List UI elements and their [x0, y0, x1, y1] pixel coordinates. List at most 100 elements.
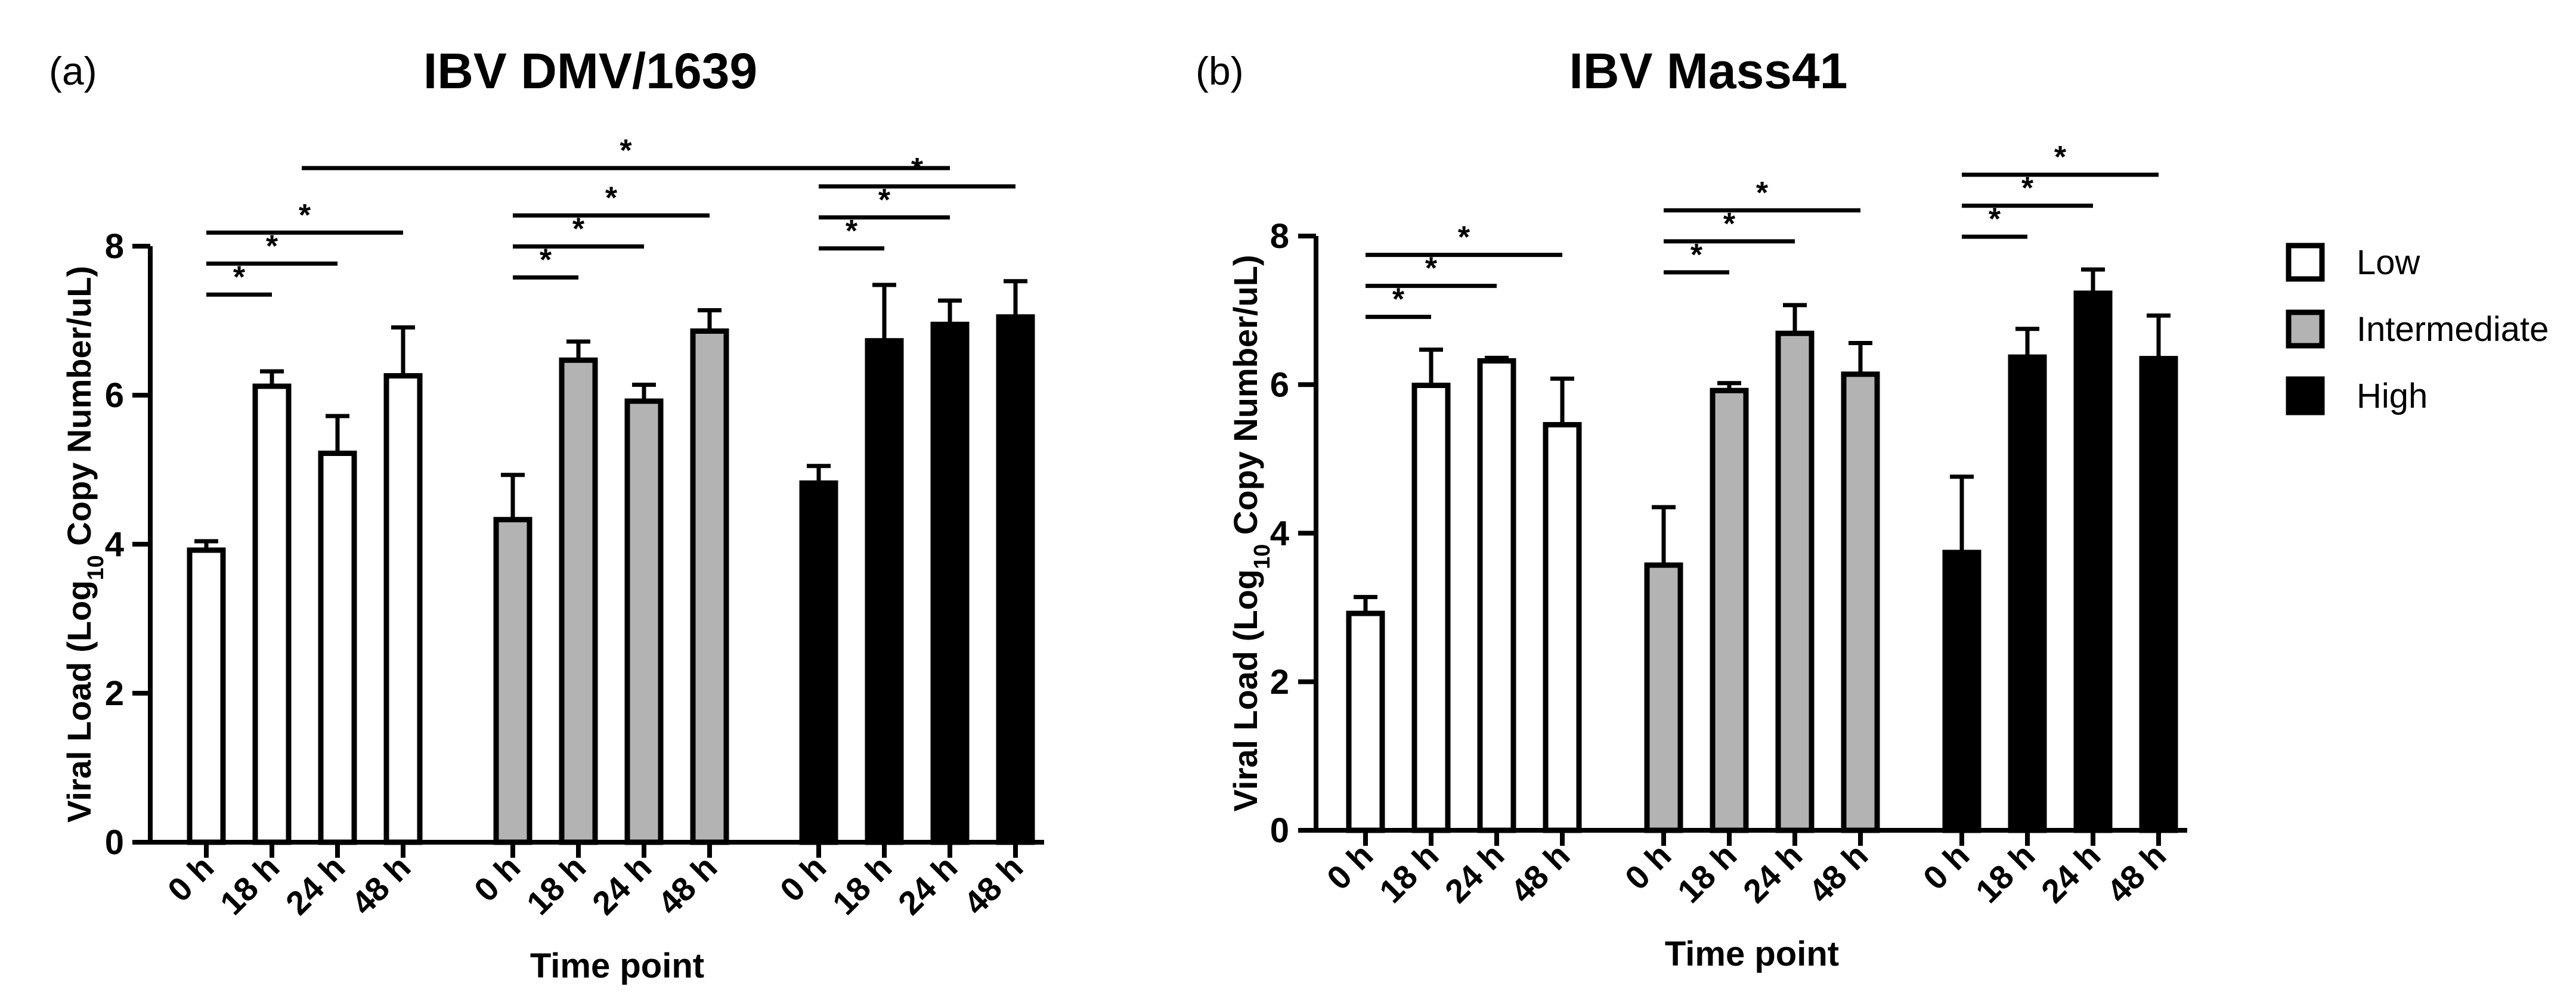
x-tick-label: 0 h [1916, 836, 1977, 897]
y-axis-title-part: 10 [83, 555, 109, 580]
significance-star: * [1458, 221, 1470, 255]
y-axis-title-part: Viral Load (Log [1227, 569, 1264, 812]
significance-star: * [572, 212, 585, 247]
bar [383, 373, 423, 845]
panel-label: (b) [1196, 49, 1244, 93]
y-tick-label: 0 [1270, 811, 1289, 850]
significance-star: * [878, 183, 891, 218]
chart-title: IBV DMV/1639 [423, 43, 757, 99]
significance-star: * [846, 214, 858, 249]
x-tick-label: 18 h [1670, 836, 1744, 910]
bar [493, 517, 532, 845]
bar [2073, 290, 2113, 833]
legend-swatch [2286, 243, 2325, 282]
bar [930, 321, 970, 845]
bar [559, 357, 598, 845]
y-axis-title-part: Copy Number/uL) [1227, 255, 1264, 544]
y-tick-label: 4 [1270, 514, 1289, 553]
y-tick-label: 6 [105, 376, 124, 415]
significance-star: * [540, 243, 552, 278]
significance-star: * [1690, 238, 1703, 272]
bar [799, 480, 838, 845]
y-tick-label: 8 [1270, 217, 1289, 256]
x-tick-label: 24 h [585, 848, 659, 922]
bar [1543, 422, 1582, 833]
y-tick-label: 6 [1270, 365, 1289, 404]
panel-label: (a) [49, 49, 97, 93]
y-tick-label: 0 [105, 823, 124, 862]
y-tick-label: 2 [1270, 663, 1289, 702]
significance-star: * [605, 181, 618, 216]
x-tick-label: 48 h [1503, 836, 1577, 910]
bar [187, 547, 226, 845]
bar [252, 383, 292, 845]
bar [2008, 354, 2047, 833]
y-tick-label: 2 [105, 674, 124, 713]
x-tick-label: 18 h [519, 848, 593, 922]
significance-star: * [233, 260, 246, 294]
x-tick-label: 18 h [1372, 836, 1446, 910]
significance-star: * [1392, 283, 1405, 317]
x-tick-label: 0 h [467, 848, 528, 909]
bar [1942, 550, 1981, 833]
significance-star: * [299, 198, 311, 232]
legend: Low Intermediate High [2286, 243, 2549, 415]
significance-star: * [266, 229, 278, 263]
bar [2139, 356, 2178, 833]
legend-swatch [2286, 376, 2325, 415]
significance-star: * [1723, 207, 1736, 241]
y-axis-title-part: Viral Load (Log [60, 581, 98, 823]
y-tick-label: 4 [105, 525, 124, 564]
significance-star: * [620, 134, 632, 168]
significance-star: * [1425, 252, 1438, 286]
bar [690, 328, 729, 845]
significance-star: * [2054, 140, 2067, 175]
x-tick-label: 48 h [2100, 836, 2174, 910]
y-axis-title-part: Copy Number/uL) [60, 266, 98, 555]
x-tick-label: 18 h [1968, 836, 2042, 910]
bar [624, 398, 664, 845]
x-axis-title: Time point [1665, 935, 1839, 973]
x-tick-label: 48 h [956, 848, 1030, 922]
x-tick-label: 48 h [651, 848, 724, 922]
x-tick-label: 48 h [1801, 836, 1875, 910]
bar [318, 451, 357, 845]
x-tick-label: 48 h [344, 848, 418, 922]
x-tick-label: 18 h [213, 848, 287, 922]
bar [996, 314, 1035, 845]
x-tick-label: 18 h [825, 848, 899, 922]
y-tick-label: 8 [105, 227, 124, 266]
bar [1841, 371, 1880, 833]
bar [865, 338, 904, 845]
y-axis-title: Viral Load (Log10 Copy Number/uL) [60, 266, 109, 823]
x-tick-label: 24 h [2034, 836, 2108, 910]
bar [1775, 330, 1815, 833]
y-axis-title-part: 10 [1250, 544, 1275, 569]
x-tick-label: 0 h [773, 848, 834, 909]
significance-star: * [1989, 202, 2001, 237]
x-tick-label: 24 h [1438, 836, 1512, 910]
bar [1411, 382, 1451, 833]
x-tick-label: 24 h [278, 848, 352, 922]
significance-star: * [2021, 171, 2034, 206]
legend-swatch [2286, 309, 2325, 349]
x-tick-label: 24 h [1736, 836, 1810, 910]
chart-title: IBV Mass41 [1569, 43, 1848, 99]
y-axis-title: Viral Load (Log10 Copy Number/uL) [1227, 255, 1275, 811]
x-tick-label: 0 h [1618, 836, 1679, 897]
x-axis-title: Time point [530, 947, 704, 985]
bar [1710, 387, 1749, 833]
bar [1346, 610, 1385, 833]
x-tick-label: 0 h [1320, 836, 1380, 897]
significance-star: * [1756, 176, 1769, 210]
bar [1477, 358, 1516, 833]
x-tick-label: 0 h [160, 848, 221, 909]
legend-label: Low [2357, 243, 2421, 282]
legend-label: High [2357, 377, 2428, 415]
x-tick-label: 24 h [891, 848, 965, 922]
bar [1644, 562, 1683, 833]
legend-label: Intermediate [2357, 310, 2549, 349]
